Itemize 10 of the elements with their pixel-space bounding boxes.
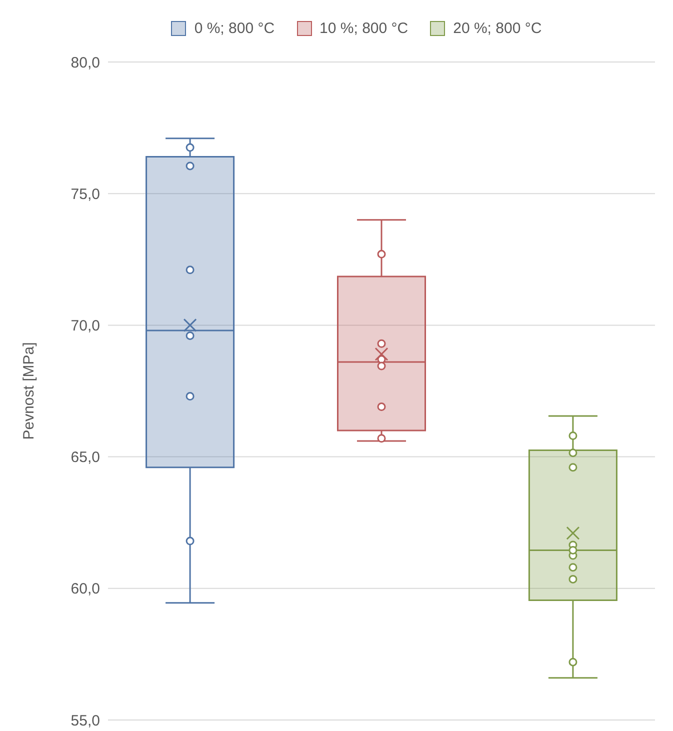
legend-label: 10 %; 800 °C (320, 20, 408, 36)
y-tick-label: 65,0 (70, 449, 100, 466)
y-tick-label: 80,0 (70, 54, 100, 72)
legend-label: 20 %; 800 °C (453, 20, 542, 36)
y-tick-label: 70,0 (70, 318, 100, 335)
y-tick-label: 60,0 (70, 580, 100, 598)
legend-label: 0 %; 800 °C (194, 20, 275, 36)
y-tick-label: 55,0 (70, 712, 100, 730)
y-axis-title: Pevnost [MPa] (20, 342, 38, 440)
y-tick-label: 75,0 (70, 186, 100, 203)
